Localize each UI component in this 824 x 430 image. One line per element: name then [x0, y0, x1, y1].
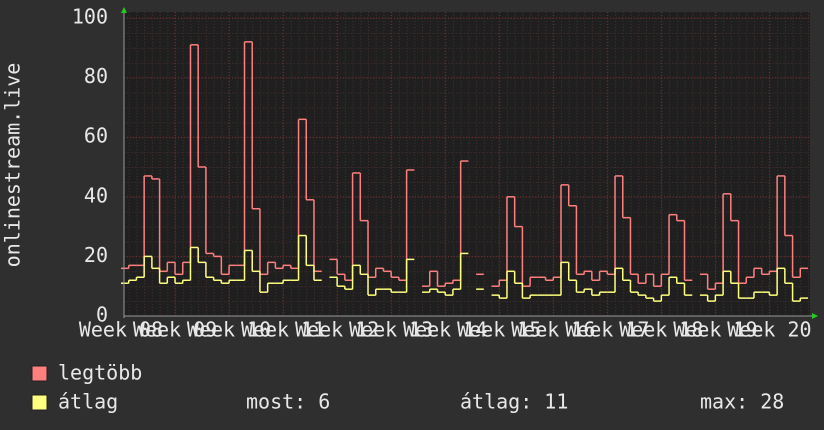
y-tick-label: 40 — [84, 183, 108, 207]
x-tick-label: Week 19 — [673, 318, 757, 342]
stat: átlag: 11 — [460, 390, 568, 414]
y-tick-label: 100 — [72, 5, 108, 29]
x-tick-label: Week 18 — [619, 318, 703, 342]
x-tick-label: Week 11 — [241, 318, 325, 342]
stat: most: 6 — [246, 390, 330, 414]
y-tick-label: 20 — [84, 243, 108, 267]
axis-arrow — [812, 313, 818, 319]
axis-arrow — [121, 7, 127, 13]
x-tick-label: Week 13 — [349, 318, 433, 342]
legend: legtöbb átlag most: 6 átlag: 11 max: 28 — [31, 361, 784, 414]
x-tick-label: Week 15 — [457, 318, 541, 342]
minor-grid — [124, 12, 810, 316]
x-tick-label: Week 09 — [133, 318, 217, 342]
y-tick-label: 80 — [84, 64, 108, 88]
x-tick-label: Week 17 — [565, 318, 649, 342]
stat: max: 28 — [700, 390, 784, 414]
legend-label: átlag — [58, 390, 118, 414]
y-tick-label: 60 — [84, 124, 108, 148]
series — [121, 41, 808, 302]
x-tick-label: Week 08 — [79, 318, 163, 342]
x-tick-label: Week 10 — [187, 318, 271, 342]
y-tick-label: 0 — [96, 303, 108, 327]
legend-label: legtöbb — [58, 361, 142, 385]
legend-swatch — [31, 394, 48, 411]
x-tick-label: Week 20 — [727, 318, 811, 342]
x-tick-label: Week 12 — [295, 318, 379, 342]
x-tick-label: Week 14 — [403, 318, 487, 342]
y-axis-label: onlinestream.live — [1, 63, 25, 268]
x-tick-label: Week 16 — [511, 318, 595, 342]
legend-swatch — [31, 365, 48, 382]
